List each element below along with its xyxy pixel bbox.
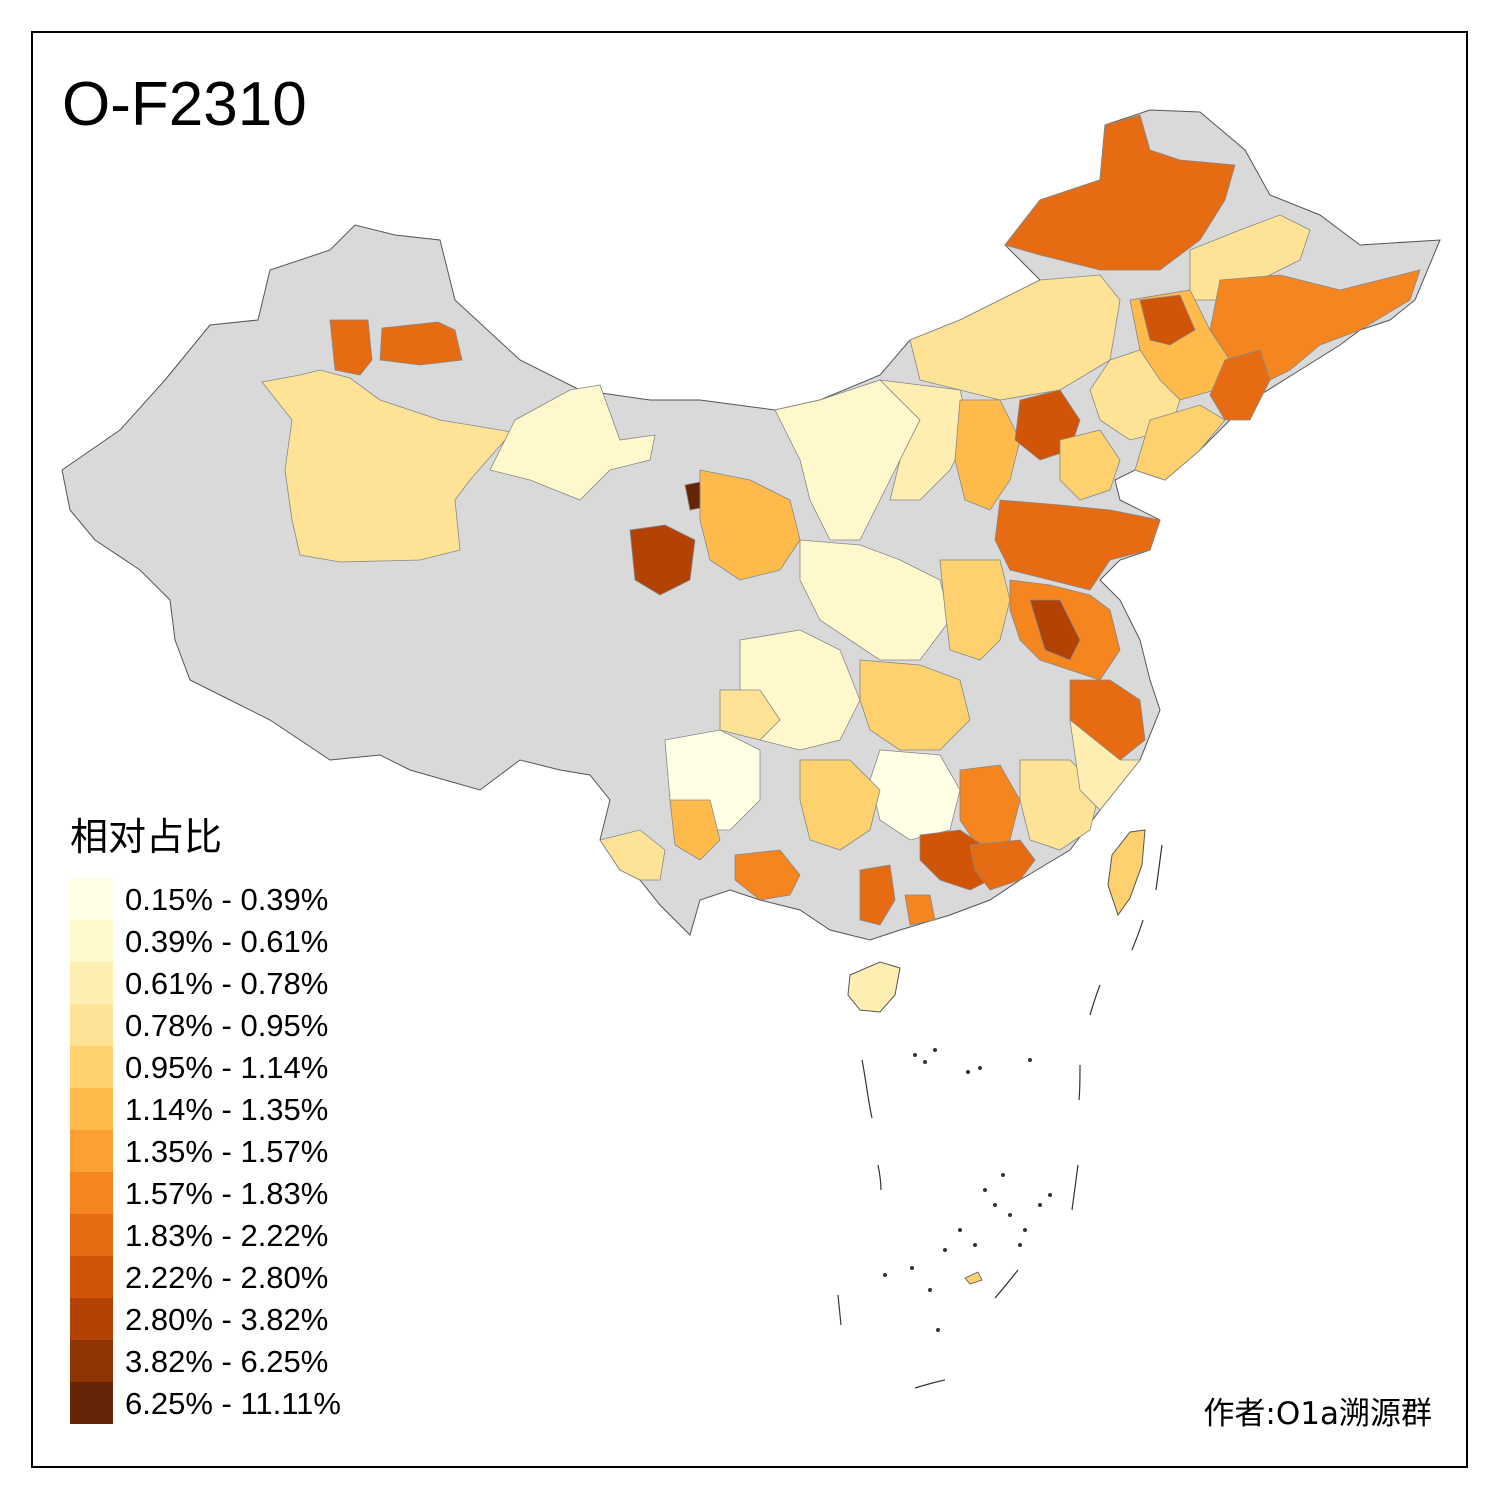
legend-item: 6.25% - 11.11%	[70, 1382, 341, 1424]
legend-label: 1.35% - 1.57%	[125, 1133, 329, 1169]
legend-label: 0.61% - 0.78%	[125, 965, 329, 1001]
legend-swatch	[70, 1088, 113, 1130]
taiwan-island	[1107, 829, 1146, 917]
legend-item: 0.95% - 1.14%	[70, 1046, 341, 1088]
legend-label: 0.78% - 0.95%	[125, 1007, 329, 1043]
legend-title: 相对占比	[70, 815, 223, 859]
region-fills	[261, 114, 1421, 926]
legend-item: 1.83% - 2.22%	[70, 1214, 341, 1256]
legend-item: 0.15% - 0.39%	[70, 878, 341, 920]
small-island	[964, 1271, 983, 1285]
legend-label: 1.14% - 1.35%	[125, 1091, 329, 1127]
legend-item: 0.61% - 0.78%	[70, 962, 341, 1004]
hainan-island	[847, 961, 901, 1013]
legend: 相对占比 0.15% - 0.39% 0.39% - 0.61% 0.61% - 0…	[70, 818, 341, 1424]
legend-item: 2.22% - 2.80%	[70, 1256, 341, 1298]
legend-item: 1.35% - 1.57%	[70, 1130, 341, 1172]
legend-label: 0.15% - 0.39%	[125, 881, 329, 917]
legend-label: 6.25% - 11.11%	[125, 1385, 341, 1421]
legend-swatch	[70, 878, 113, 920]
legend-items: 0.15% - 0.39% 0.39% - 0.61% 0.61% - 0.78% 0…	[70, 878, 341, 1424]
legend-item: 1.14% - 1.35%	[70, 1088, 341, 1130]
legend-label: 0.95% - 1.14%	[125, 1049, 329, 1085]
legend-item: 0.39% - 0.61%	[70, 920, 341, 962]
legend-swatch	[70, 1046, 113, 1088]
legend-item: 3.82% - 6.25%	[70, 1340, 341, 1382]
legend-swatch	[70, 920, 113, 962]
legend-label: 1.57% - 1.83%	[125, 1175, 329, 1211]
legend-label: 2.80% - 3.82%	[125, 1301, 329, 1337]
legend-item: 2.80% - 3.82%	[70, 1298, 341, 1340]
legend-swatch	[70, 1340, 113, 1382]
legend-swatch	[70, 1130, 113, 1172]
legend-item: 1.57% - 1.83%	[70, 1172, 341, 1214]
legend-swatch	[70, 1256, 113, 1298]
legend-swatch	[70, 962, 113, 1004]
author-credit: 作者:O1a溯源群	[1203, 1396, 1432, 1432]
legend-label: 3.82% - 6.25%	[125, 1343, 329, 1379]
legend-item: 0.78% - 0.95%	[70, 1004, 341, 1046]
map-title: O-F2310	[62, 70, 307, 139]
legend-swatch	[70, 1214, 113, 1256]
legend-swatch	[70, 1382, 113, 1424]
legend-swatch	[70, 1298, 113, 1340]
island-dots	[883, 1048, 1052, 1332]
legend-label: 0.39% - 0.61%	[125, 923, 329, 959]
legend-label: 1.83% - 2.22%	[125, 1217, 329, 1253]
south-sea-islands	[837, 844, 1163, 1389]
legend-swatch	[70, 1004, 113, 1046]
legend-label: 2.22% - 2.80%	[125, 1259, 329, 1295]
legend-swatch	[70, 1172, 113, 1214]
